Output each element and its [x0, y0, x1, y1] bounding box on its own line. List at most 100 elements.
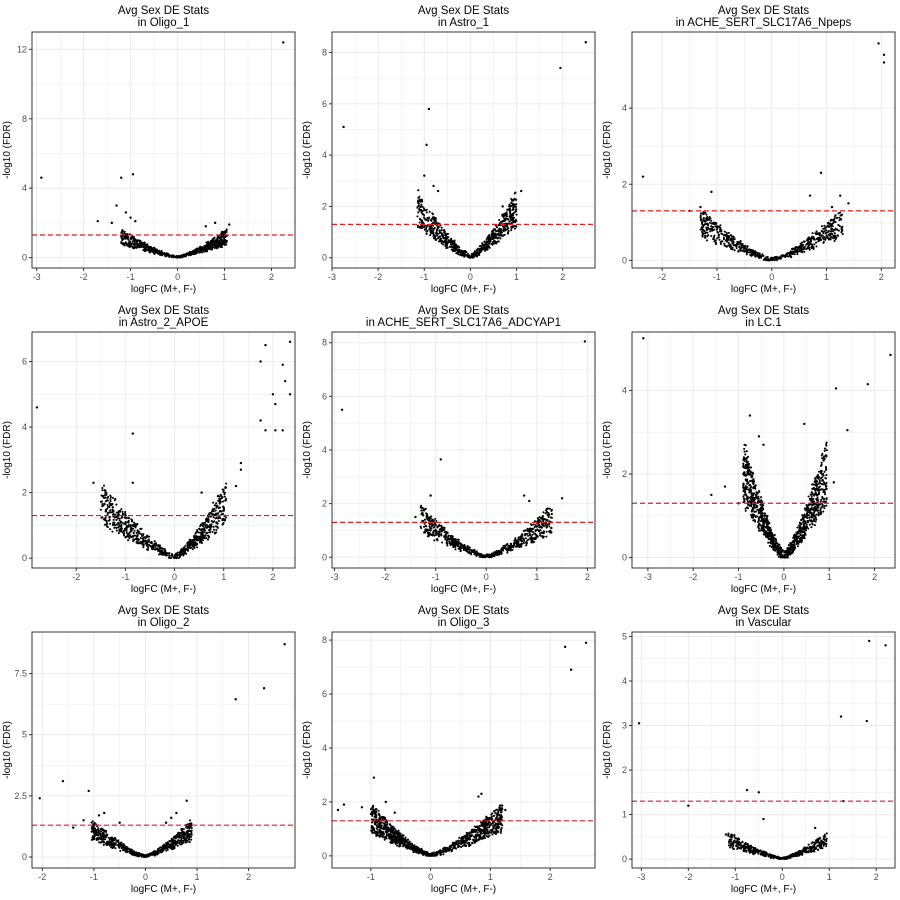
- data-point: [456, 251, 459, 254]
- data-point: [784, 255, 787, 259]
- data-point: [818, 486, 821, 489]
- data-point: [461, 250, 464, 253]
- data-point: [759, 496, 763, 499]
- data-point: [762, 258, 765, 262]
- data-point: [701, 212, 704, 215]
- data-point: [477, 247, 480, 250]
- data-point: [222, 490, 225, 493]
- data-point: [509, 213, 512, 216]
- data-point: [206, 538, 210, 541]
- outlier-point: [427, 107, 431, 111]
- data-point: [475, 554, 478, 557]
- data-point: [803, 515, 806, 518]
- data-point: [764, 257, 767, 260]
- data-point: [489, 554, 492, 557]
- data-point: [220, 235, 223, 239]
- data-point: [534, 529, 537, 532]
- data-point: [215, 513, 218, 516]
- data-point: [218, 495, 221, 498]
- data-point: [225, 243, 228, 246]
- data-point: [513, 221, 517, 224]
- data-point: [420, 221, 424, 224]
- data-point: [204, 525, 207, 528]
- data-point: [124, 520, 127, 524]
- outlier-point: [424, 507, 427, 511]
- data-point: [161, 252, 164, 255]
- chart-title: Avg Sex DE Stats: [418, 305, 509, 317]
- data-point: [155, 544, 158, 547]
- data-point: [813, 477, 816, 480]
- data-point: [432, 523, 435, 527]
- y-tick-label: 2: [22, 488, 27, 498]
- data-point: [746, 455, 749, 458]
- data-point: [813, 524, 816, 527]
- data-point: [745, 459, 748, 463]
- data-point: [820, 488, 823, 491]
- data-point: [746, 245, 749, 248]
- data-point: [800, 248, 803, 251]
- data-point: [125, 242, 128, 245]
- data-point: [494, 228, 497, 231]
- data-point: [699, 216, 702, 219]
- data-point: [775, 258, 778, 261]
- data-point: [823, 224, 826, 227]
- data-point: [767, 538, 771, 541]
- data-point: [154, 542, 157, 545]
- data-point: [508, 207, 511, 210]
- data-point: [513, 539, 516, 542]
- data-point: [437, 225, 440, 228]
- data-point: [548, 522, 551, 526]
- data-point: [423, 525, 426, 528]
- data-point: [443, 528, 446, 531]
- data-point: [129, 534, 132, 537]
- data-point: [212, 510, 215, 513]
- data-point: [805, 504, 808, 507]
- data-point: [501, 220, 504, 223]
- data-point: [531, 537, 534, 540]
- data-point: [513, 216, 516, 219]
- data-point: [429, 218, 433, 222]
- data-point: [225, 482, 228, 485]
- data-point: [478, 247, 481, 250]
- data-point: [743, 459, 746, 462]
- data-point: [816, 473, 820, 476]
- data-point: [825, 504, 828, 507]
- data-point: [723, 230, 726, 233]
- data-point: [752, 506, 755, 509]
- data-point: [834, 235, 837, 238]
- data-point: [807, 527, 810, 530]
- data-point: [439, 237, 442, 241]
- data-point: [767, 541, 770, 544]
- y-tick-label: 8: [22, 114, 27, 124]
- data-point: [429, 230, 432, 233]
- data-point: [818, 236, 821, 240]
- data-points: [641, 42, 886, 262]
- data-point: [746, 467, 749, 470]
- data-point: [106, 512, 109, 516]
- data-point: [419, 205, 423, 208]
- data-point: [145, 535, 148, 538]
- data-point: [189, 539, 192, 542]
- data-point: [798, 541, 801, 544]
- data-point: [727, 231, 730, 234]
- data-point: [760, 505, 763, 508]
- data-point: [198, 251, 201, 254]
- data-point: [113, 521, 116, 524]
- data-point: [550, 513, 553, 516]
- data-point: [126, 534, 130, 537]
- data-point: [129, 523, 132, 527]
- data-point: [760, 516, 763, 519]
- data-point: [119, 521, 122, 524]
- data-point: [135, 541, 138, 544]
- data-point: [212, 516, 215, 519]
- data-point: [223, 518, 226, 521]
- data-point: [434, 528, 437, 531]
- data-point: [749, 496, 752, 499]
- data-point: [806, 510, 809, 513]
- data-point: [510, 545, 514, 548]
- data-point: [171, 553, 174, 556]
- data-point: [196, 546, 199, 549]
- data-point: [477, 553, 480, 556]
- data-point: [496, 551, 499, 554]
